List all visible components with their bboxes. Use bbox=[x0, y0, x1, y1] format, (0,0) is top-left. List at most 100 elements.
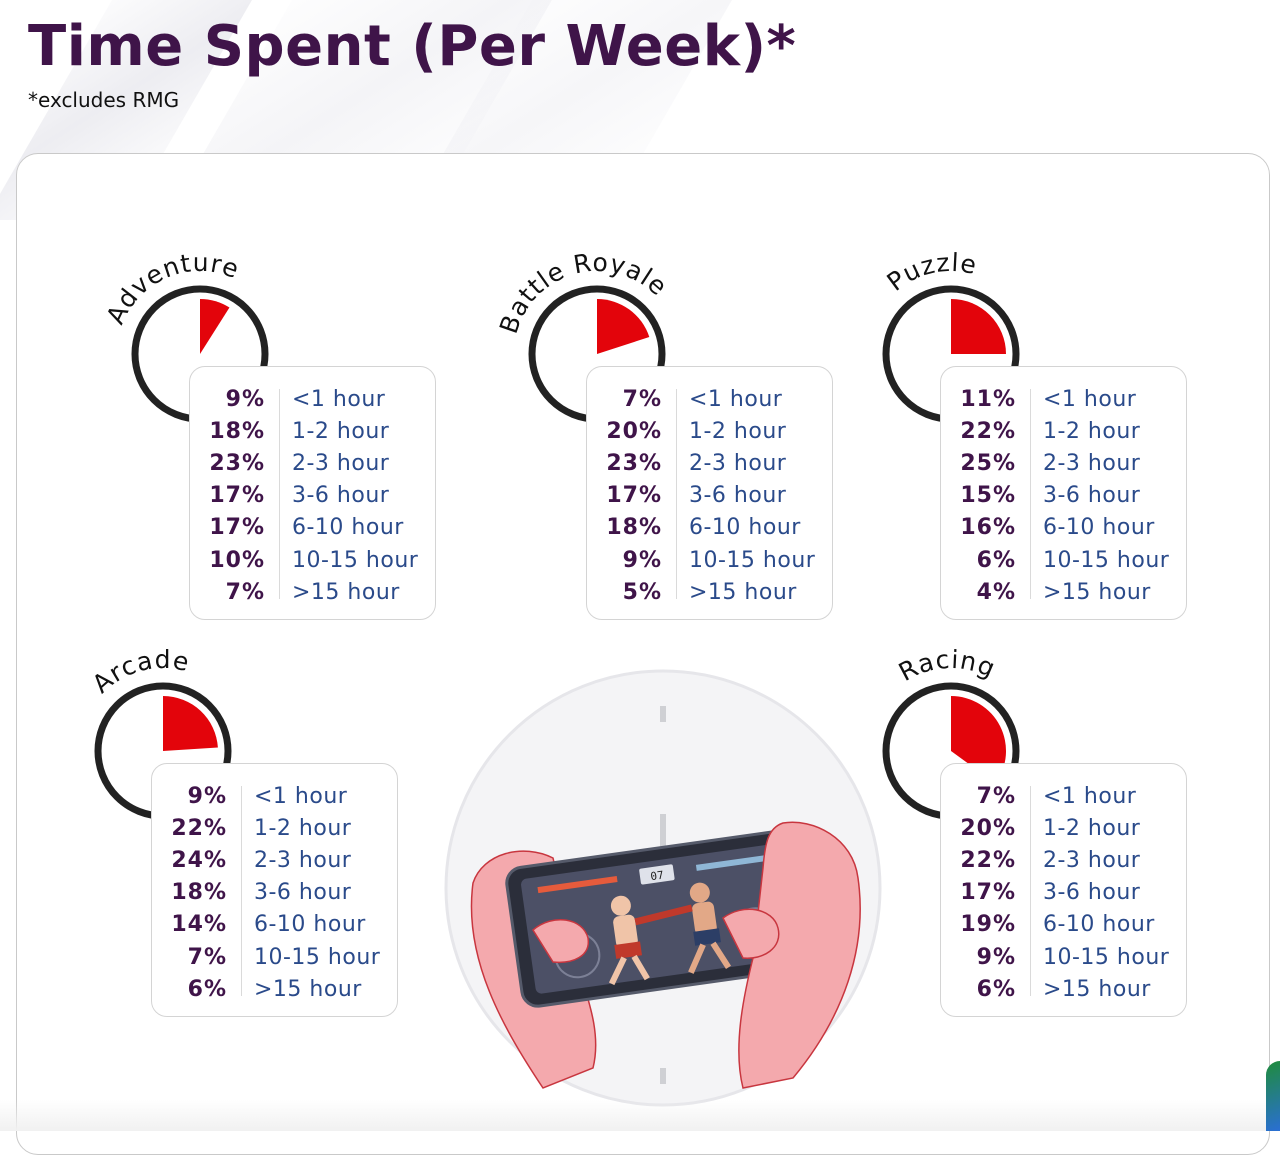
legend-category: 3-6 hour bbox=[689, 483, 787, 509]
legend-category: <1 hour bbox=[689, 387, 783, 412]
legend-row: 25% 2-3 hour bbox=[941, 448, 1186, 480]
legend-percent: 22% bbox=[960, 848, 1016, 874]
legend-row: 6% >15 hour bbox=[941, 974, 1186, 1006]
legend-category: 10-15 hour bbox=[254, 944, 381, 970]
legend-category: 2-3 hour bbox=[689, 451, 787, 477]
legend-row: 18% 6-10 hour bbox=[587, 512, 832, 544]
legend-divider bbox=[1030, 786, 1031, 996]
legend-percent: 11% bbox=[960, 387, 1016, 412]
legend-percent: 7% bbox=[976, 784, 1016, 809]
legend-percent: 18% bbox=[171, 880, 227, 906]
legend-category: >15 hour bbox=[1043, 976, 1151, 1002]
legend-category: 10-15 hour bbox=[292, 547, 419, 573]
legend-row: 7% <1 hour bbox=[587, 384, 832, 416]
legend-category: 2-3 hour bbox=[1043, 848, 1141, 874]
legend-category: 3-6 hour bbox=[254, 880, 352, 906]
legend-percent: 4% bbox=[976, 579, 1016, 605]
legend-category: 6-10 hour bbox=[254, 912, 366, 938]
legend-percent: 23% bbox=[606, 451, 662, 477]
legend-row: 11% <1 hour bbox=[941, 384, 1186, 416]
legend-percent: 15% bbox=[960, 483, 1016, 509]
legend-row: 7% >15 hour bbox=[190, 577, 435, 609]
legend-category: >15 hour bbox=[254, 976, 362, 1002]
legend-category: <1 hour bbox=[1043, 387, 1137, 412]
legend-row: 23% 2-3 hour bbox=[190, 448, 435, 480]
legend-row: 20% 1-2 hour bbox=[587, 416, 832, 448]
arcade-legend: 9% <1 hour 22% 1-2 hour 24% 2-3 hour 18% 3-6 ho… bbox=[151, 763, 398, 1017]
legend-percent: 9% bbox=[225, 387, 265, 412]
legend-category: 10-15 hour bbox=[689, 547, 816, 573]
legend-percent: 22% bbox=[960, 419, 1016, 445]
racing-gauge-slice bbox=[951, 696, 1006, 784]
battle-royale-legend: 7% <1 hour 20% 1-2 hour 23% 2-3 hour 17% 3-6 ho… bbox=[586, 366, 833, 620]
legend-divider bbox=[676, 389, 677, 599]
legend-divider bbox=[241, 786, 242, 996]
legend-category: <1 hour bbox=[292, 387, 386, 412]
puzzle-legend: 11% <1 hour 22% 1-2 hour 25% 2-3 hour 15% 3-6 h… bbox=[940, 366, 1187, 620]
bottom-fade bbox=[0, 1100, 1280, 1131]
legend-row: 14% 6-10 hour bbox=[152, 909, 397, 941]
legend-percent: 18% bbox=[209, 419, 265, 445]
legend-divider bbox=[1030, 389, 1031, 599]
legend-category: 6-10 hour bbox=[292, 515, 404, 541]
phone: 07 bbox=[505, 828, 821, 1008]
legend-category: 6-10 hour bbox=[689, 515, 801, 541]
legend-row: 9% 10-15 hour bbox=[941, 942, 1186, 974]
legend-percent: 19% bbox=[960, 912, 1016, 938]
legend-category: 1-2 hour bbox=[1043, 419, 1141, 445]
legend-row: 16% 6-10 hour bbox=[941, 512, 1186, 544]
legend-row: 7% <1 hour bbox=[941, 781, 1186, 813]
legend-percent: 7% bbox=[622, 387, 662, 412]
legend-percent: 9% bbox=[622, 547, 662, 573]
score-display: 07 bbox=[650, 869, 665, 884]
legend-category: <1 hour bbox=[254, 784, 348, 809]
legend-category: 3-6 hour bbox=[1043, 880, 1141, 906]
legend-row: 17% 3-6 hour bbox=[941, 877, 1186, 909]
legend-percent: 9% bbox=[976, 944, 1016, 970]
legend-percent: 17% bbox=[606, 483, 662, 509]
legend-category: 2-3 hour bbox=[292, 451, 390, 477]
legend-category: 1-2 hour bbox=[1043, 816, 1141, 842]
legend-row: 6% >15 hour bbox=[152, 974, 397, 1006]
legend-percent: 24% bbox=[171, 848, 227, 874]
legend-percent: 25% bbox=[960, 451, 1016, 477]
legend-percent: 17% bbox=[209, 515, 265, 541]
legend-percent: 20% bbox=[606, 419, 662, 445]
legend-percent: 6% bbox=[976, 547, 1016, 573]
legend-row: 10% 10-15 hour bbox=[190, 545, 435, 577]
legend-category: 1-2 hour bbox=[254, 816, 352, 842]
adventure-gauge-slice bbox=[200, 299, 230, 354]
legend-percent: 7% bbox=[225, 579, 265, 605]
legend-row: 22% 2-3 hour bbox=[941, 845, 1186, 877]
legend-category: 1-2 hour bbox=[292, 419, 390, 445]
legend-row: 9% <1 hour bbox=[152, 781, 397, 813]
legend-row: 7% 10-15 hour bbox=[152, 942, 397, 974]
legend-percent: 9% bbox=[187, 784, 227, 809]
legend-category: >15 hour bbox=[292, 579, 400, 605]
legend-category: 3-6 hour bbox=[1043, 483, 1141, 509]
legend-row: 17% 3-6 hour bbox=[587, 480, 832, 512]
legend-row: 17% 3-6 hour bbox=[190, 480, 435, 512]
legend-percent: 14% bbox=[171, 912, 227, 938]
legend-category: 2-3 hour bbox=[254, 848, 352, 874]
right-hand bbox=[738, 821, 861, 1089]
legend-row: 6% 10-15 hour bbox=[941, 545, 1186, 577]
page-subtitle: *excludes RMG bbox=[28, 88, 180, 112]
racing-legend: 7% <1 hour 20% 1-2 hour 22% 2-3 hour 17% 3-6 ho… bbox=[940, 763, 1187, 1017]
legend-row: 9% 10-15 hour bbox=[587, 545, 832, 577]
legend-percent: 17% bbox=[209, 483, 265, 509]
legend-percent: 18% bbox=[606, 515, 662, 541]
corner-accent bbox=[1266, 1061, 1280, 1131]
legend-row: 15% 3-6 hour bbox=[941, 480, 1186, 512]
legend-category: 3-6 hour bbox=[292, 483, 390, 509]
legend-category: 6-10 hour bbox=[1043, 515, 1155, 541]
legend-percent: 6% bbox=[976, 976, 1016, 1002]
legend-category: 1-2 hour bbox=[689, 419, 787, 445]
racing-chart-title: Racing bbox=[894, 645, 1000, 687]
puzzle-gauge-slice bbox=[951, 299, 1006, 354]
legend-row: 4% >15 hour bbox=[941, 577, 1186, 609]
legend-row: 20% 1-2 hour bbox=[941, 813, 1186, 845]
legend-row: 18% 3-6 hour bbox=[152, 877, 397, 909]
legend-divider bbox=[279, 389, 280, 599]
legend-row: 24% 2-3 hour bbox=[152, 845, 397, 877]
